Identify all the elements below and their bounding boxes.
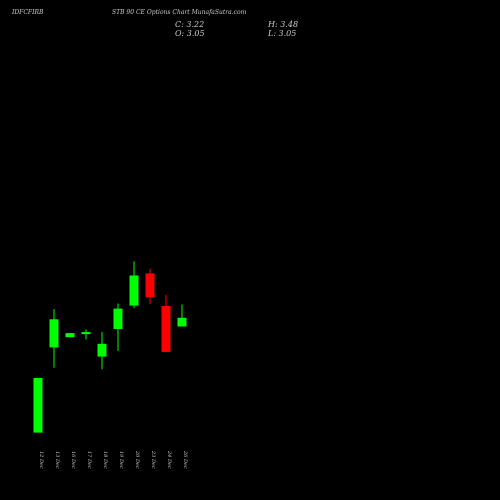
x-tick-label: 17 Dec (86, 451, 92, 469)
x-tick-label: 13 Dec (54, 451, 60, 469)
x-tick-label: 16 Dec (70, 451, 76, 469)
chart-description: STB 90 CE Options Chart MunafaSutra.com (112, 9, 247, 16)
candles-group (33, 261, 187, 433)
candle-9 (161, 294, 171, 352)
x-tick-label: 23 Dec (150, 450, 156, 469)
open-value: O: 3.05 (175, 29, 205, 38)
candle-body (145, 273, 155, 298)
candle-7 (129, 261, 139, 309)
x-tick-label: 20 Dec (134, 450, 140, 469)
x-tick-label: 26 Dec (182, 450, 188, 469)
x-tick-label: 19 Dec (118, 451, 124, 469)
candle-body (177, 317, 187, 327)
candle-3 (65, 333, 75, 338)
symbol-label: IDFCFIRB (12, 9, 44, 16)
x-tick-label: 12 Dec (38, 451, 44, 469)
candle-10 (177, 304, 187, 327)
candle-body (113, 308, 123, 329)
candle-body (81, 332, 91, 335)
candle-body (49, 319, 59, 348)
candle-body (97, 343, 107, 357)
candle-body (129, 275, 139, 306)
candle-body (65, 333, 75, 338)
low-value: L: 3.05 (268, 29, 297, 38)
candle-2 (49, 309, 59, 368)
candle-1 (33, 378, 43, 433)
x-tick-label: 24 Dec (166, 450, 172, 469)
candle-6 (113, 303, 123, 351)
x-axis-labels: 12 Dec 13 Dec 16 Dec 17 Dec 18 Dec 19 Dec 20 D… (38, 450, 188, 469)
high-value: H: 3.48 (268, 20, 299, 29)
close-value: C: 3.22 (175, 20, 205, 29)
candle-4 (81, 329, 91, 340)
candle-8 (145, 268, 155, 304)
x-tick-label: 18 Dec (102, 451, 108, 469)
candle-body (33, 378, 43, 433)
candle-body (161, 306, 171, 352)
candle-5 (97, 332, 107, 370)
